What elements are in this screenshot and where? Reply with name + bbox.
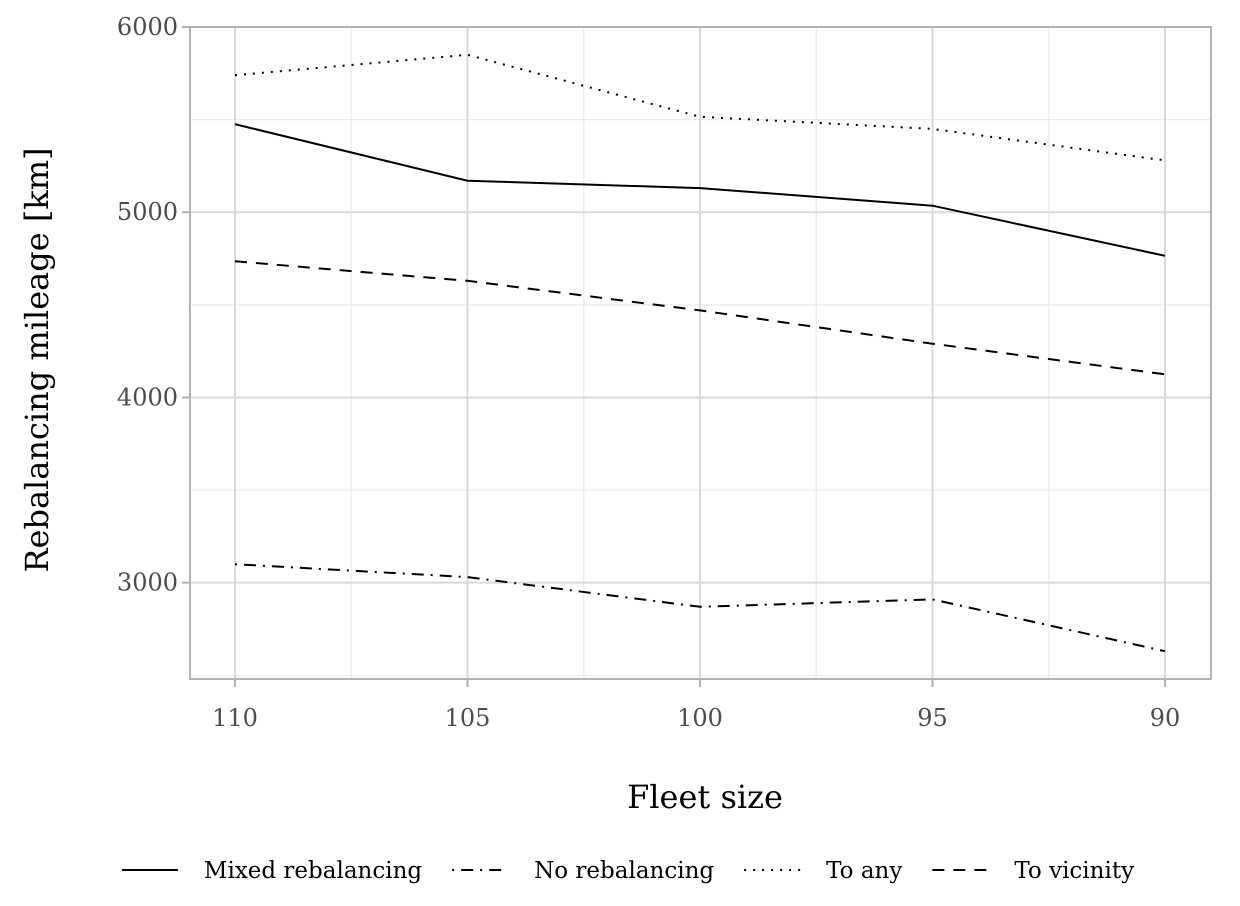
series-line-no-rebalancing [234, 563, 1166, 653]
legend-label-mixed-rebalancing: Mixed rebalancing [204, 858, 422, 884]
x-axis-title: Fleet size [627, 778, 783, 816]
legend-label-to-any: To any [826, 858, 902, 884]
y-tick-label: 5000 [117, 198, 178, 226]
x-tick-label: 105 [445, 704, 491, 732]
series-line-mixed-rebalancing [234, 123, 1166, 257]
legend-label-to-vicinity: To vicinity [1014, 858, 1134, 884]
y-axis: 3000 4000 5000 6000 [117, 13, 190, 597]
y-tick-label: 6000 [117, 13, 178, 41]
x-tick-label: 100 [677, 704, 723, 732]
series-line-to-vicinity [234, 260, 1166, 376]
x-tick-label: 95 [917, 704, 948, 732]
legend-label-no-rebalancing: No rebalancing [534, 858, 714, 884]
legend: Mixed rebalancing No rebalancing To any To … [121, 858, 1134, 884]
y-tick-label: 3000 [117, 569, 178, 597]
x-tick-label: 90 [1150, 704, 1181, 732]
y-axis-title: Rebalancing mileage [km] [18, 147, 56, 572]
grid [190, 26, 1211, 679]
y-tick-label: 4000 [117, 383, 178, 411]
series-lines [234, 53, 1166, 653]
x-tick-label: 110 [212, 704, 258, 732]
x-axis: 110 105 100 95 90 [212, 679, 1180, 732]
